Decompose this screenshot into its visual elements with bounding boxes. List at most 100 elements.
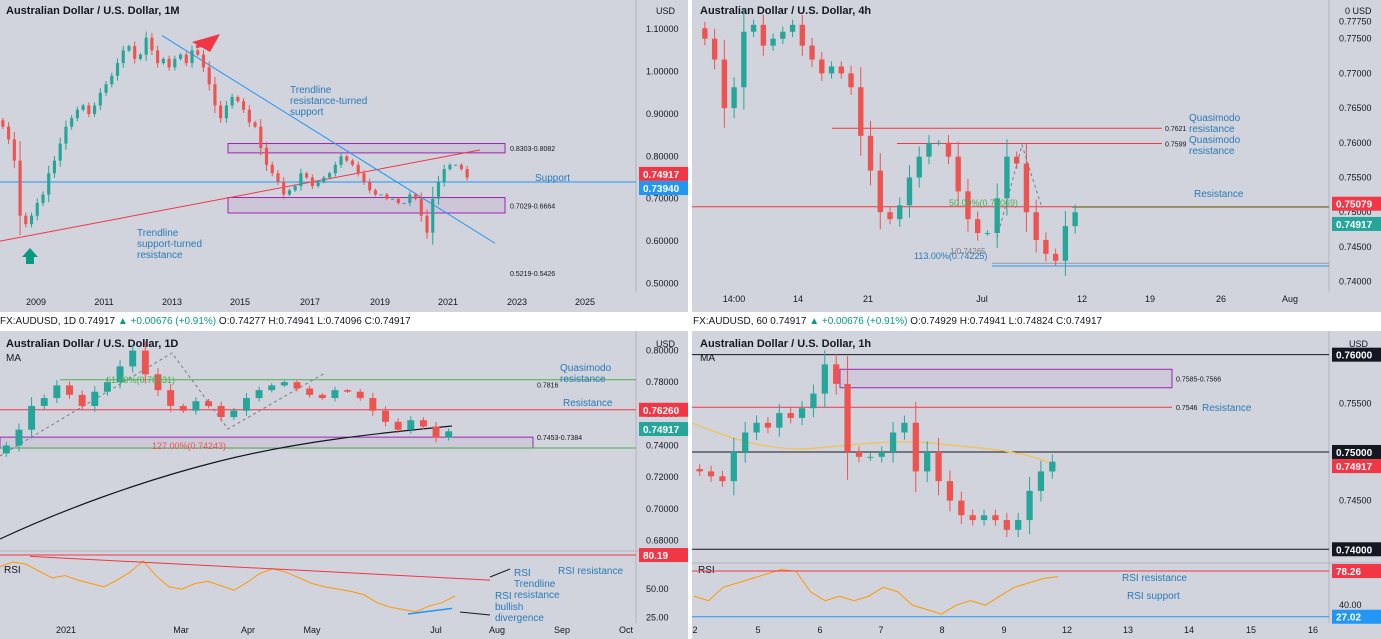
h4-price-label: 0.74917 (1336, 220, 1373, 231)
daily-candle (40, 398, 48, 406)
daily-rsi-annotation-trendline: resistance (514, 590, 560, 601)
monthly-candle (207, 67, 211, 85)
daily-candle (407, 420, 415, 430)
daily-chart-svg[interactable]: Australian Dollar / U.S. Dollar, 1D MA USD… (0, 331, 688, 639)
hourly-unit-label: USD (1349, 339, 1369, 349)
monthly-candle (41, 194, 45, 203)
hourly-x-tick: 13 (1123, 625, 1133, 635)
monthly-candle (219, 105, 223, 119)
h4-y-tick: 0.77000 (1339, 68, 1372, 78)
hourly-x-tick: 15 (1246, 625, 1256, 635)
daily-y-tick: 0.70000 (646, 504, 679, 514)
daily-x-tick: Sep (554, 625, 570, 635)
h4-candle (702, 28, 708, 39)
daily-rsi-y-tick: 50.00 (646, 584, 669, 594)
h4-candle (770, 38, 776, 46)
daily-candle (255, 390, 263, 399)
hourly-x-tick: 8 (939, 625, 944, 635)
daily-candle (78, 394, 86, 406)
h4-chart-svg[interactable]: Australian Dollar / U.S. Dollar, 4h 0 USD… (692, 0, 1381, 312)
daily-price-label-bg (639, 422, 688, 437)
hourly-zone (839, 368, 1173, 389)
hourly-candle (946, 481, 954, 501)
monthly-candle (81, 105, 85, 110)
monthly-x-tick: 2017 (300, 297, 320, 307)
h4-candle (741, 31, 747, 88)
h4-candle (916, 156, 922, 178)
h4-candle (731, 87, 737, 109)
monthly-green-arrow-icon (22, 248, 38, 264)
daily-chart-panel[interactable]: Australian Dollar / U.S. Dollar, 1D MA USD… (0, 331, 688, 639)
hourly-candle (730, 451, 737, 482)
daily-price-label: 0.74917 (643, 425, 680, 436)
daily-candle (268, 385, 276, 391)
h4-annotation-qm2: Quasimodo (1189, 135, 1241, 146)
h4-candle (819, 59, 825, 74)
daily-candle (192, 401, 200, 411)
daily-rsi-label: RSI (4, 565, 21, 576)
daily-y-tick: 0.74000 (646, 441, 679, 451)
daily-candle (356, 391, 364, 399)
monthly-x-tick: 2013 (162, 297, 182, 307)
hourly-candle (935, 451, 942, 482)
h4-x-tick: 19 (1145, 294, 1155, 304)
hourly-candle (980, 515, 988, 521)
hourly-candle (753, 422, 760, 433)
monthly-candle (156, 50, 160, 64)
daily-candle (382, 410, 389, 422)
h4-y-tick: 0.75500 (1339, 172, 1372, 182)
daily-candle (419, 420, 427, 427)
monthly-x-tick: 2011 (94, 297, 113, 307)
h4-chart-panel[interactable]: Australian Dollar / U.S. Dollar, 4h 0 USD… (692, 0, 1381, 312)
hourly-chart-panel[interactable]: Australian Dollar / U.S. Dollar, 1h MA USD… (692, 331, 1381, 639)
h4-candle (867, 135, 874, 171)
monthly-chart-svg[interactable]: Australian Dollar / U.S. Dollar, 1M USD 1.… (0, 0, 688, 312)
daily-candle (394, 421, 402, 430)
h4-y-tick: 0.77750 (1339, 16, 1372, 26)
hourly-ma-line (692, 422, 1058, 467)
monthly-unit-label: USD (656, 6, 676, 16)
monthly-candle (379, 194, 383, 196)
h4-candle (799, 24, 805, 46)
hourly-chart-svg[interactable]: Australian Dollar / U.S. Dollar, 1h MA USD… (692, 331, 1381, 639)
hourly-candle (764, 422, 772, 428)
hourly-rsi-annotation-resistance: RSI resistance (1122, 573, 1187, 584)
monthly-candle (419, 198, 423, 216)
daily-fib-618-label: 61.80%(0.78331) (106, 375, 175, 385)
monthly-candle (150, 37, 154, 51)
hourly-price-label: 0.76000 (1336, 351, 1373, 362)
monthly-candle (276, 173, 280, 182)
h4-candle (828, 66, 835, 74)
hourly-ma-label: MA (700, 353, 715, 364)
monthly-candle (436, 181, 441, 199)
daily-x-tick: May (303, 625, 321, 635)
monthly-chart-panel[interactable]: Australian Dollar / U.S. Dollar, 1M USD 1.… (0, 0, 688, 312)
hourly-ticker-change: ▲ +0.00676 (+0.91%) (809, 316, 908, 327)
monthly-candle (184, 54, 188, 64)
monthly-candle (236, 97, 240, 102)
hourly-candle (855, 451, 863, 457)
hourly-candle (901, 422, 908, 433)
h4-unit-label: 0 USD (1345, 6, 1372, 16)
hourly-candle (924, 451, 931, 472)
monthly-price-label-bg (639, 181, 688, 196)
h4-candle (789, 24, 796, 32)
hourly-x-tick: 6 (817, 625, 822, 635)
monthly-annotation-trendline-resistance: support-turned (137, 239, 202, 250)
h4-candle (975, 219, 981, 234)
monthly-candle (282, 181, 286, 195)
hourly-price-label: 0.74000 (1336, 545, 1373, 556)
monthly-candle (270, 164, 274, 174)
h4-x-tick: 14:00 (723, 294, 746, 304)
h4-level-label: 0.7621 (1165, 126, 1187, 133)
daily-candle (318, 394, 326, 399)
monthly-candle (178, 54, 183, 59)
hourly-candle (1003, 520, 1010, 530)
daily-candle (129, 350, 137, 367)
h4-x-tick: 26 (1216, 294, 1226, 304)
hourly-candle (878, 451, 885, 457)
daily-candle (205, 401, 213, 406)
monthly-candle (247, 109, 251, 123)
monthly-x-tick: 2025 (575, 297, 595, 307)
h4-chart-title: Australian Dollar / U.S. Dollar, 4h (700, 5, 871, 17)
